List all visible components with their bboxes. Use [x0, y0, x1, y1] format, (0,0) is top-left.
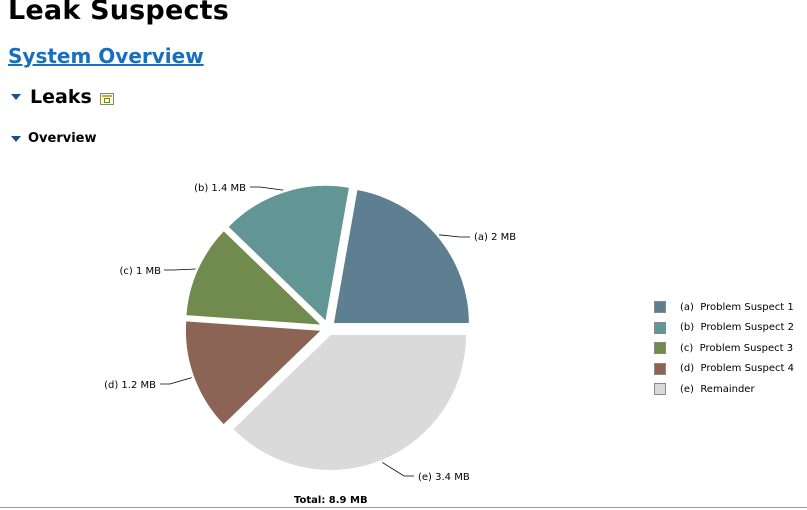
leaks-section-header: Leaks [10, 84, 114, 110]
chart-legend: (a) Problem Suspect 1 (b) Problem Suspect… [654, 297, 794, 400]
overview-collapse-toggle-icon[interactable] [10, 133, 22, 145]
bottom-divider [0, 507, 807, 508]
leader-line-e [382, 462, 414, 477]
legend-swatch [654, 383, 666, 396]
legend-swatch [654, 321, 666, 334]
page-title: Leak Suspects [8, 0, 230, 26]
overview-heading: Overview [28, 131, 97, 146]
slice-label-c: (c) 1 MB [119, 266, 161, 277]
system-overview-link[interactable]: System Overview [8, 44, 204, 68]
pie-slice-b [227, 184, 351, 323]
legend-label: (d) Problem Suspect 4 [680, 363, 794, 375]
legend-label: (b) Problem Suspect 2 [680, 322, 794, 334]
pie-slice-d [184, 320, 323, 426]
legend-item-e: (e) Remainder [654, 379, 794, 400]
slice-label-e: (e) 3.4 MB [418, 472, 470, 483]
leak-suspects-pie-chart: (a) 2 MB (b) 1.4 MB (c) 1 MB (d) 1.2 MB (e) … [104, 183, 516, 483]
legend-swatch [654, 301, 666, 314]
slice-label-a: (a) 2 MB [474, 232, 516, 243]
legend-item-c: (c) Problem Suspect 3 [654, 338, 794, 359]
legend-item-b: (b) Problem Suspect 2 [654, 318, 794, 339]
slice-label-d: (d) 1.2 MB [104, 380, 156, 391]
pie-slice-a [332, 188, 470, 324]
overview-section-header: Overview [10, 130, 97, 148]
leaks-collapse-toggle-icon[interactable] [10, 91, 22, 103]
details-icon[interactable] [99, 93, 114, 105]
slice-label-b: (b) 1.4 MB [194, 183, 246, 194]
legend-swatch [654, 342, 666, 355]
leader-line-c [164, 268, 196, 271]
legend-label: (c) Problem Suspect 3 [680, 342, 794, 354]
legend-item-d: (d) Problem Suspect 4 [654, 359, 794, 380]
pie-slice-c [185, 229, 323, 326]
leaks-heading: Leaks [30, 86, 92, 108]
legend-label: (a) Problem Suspect 1 [680, 301, 794, 313]
leader-line-a [439, 234, 470, 238]
legend-swatch [654, 362, 666, 375]
chart-total-label: Total: 8.9 MB [294, 495, 368, 506]
leader-line-b [250, 186, 284, 191]
pie-slice-e [232, 333, 468, 471]
legend-label: (e) Remainder [680, 383, 755, 395]
leader-line-d [160, 377, 192, 385]
legend-item-a: (a) Problem Suspect 1 [654, 297, 794, 318]
